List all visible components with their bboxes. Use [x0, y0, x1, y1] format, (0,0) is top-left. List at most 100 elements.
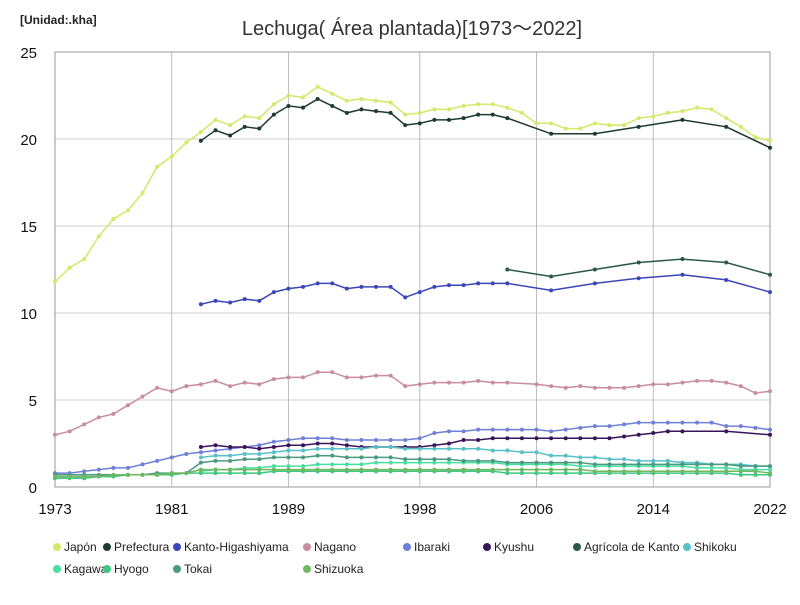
data-point [111, 472, 116, 477]
data-point [709, 420, 714, 425]
data-point [315, 281, 320, 286]
data-point [709, 462, 714, 467]
data-point [388, 284, 393, 289]
data-point [359, 375, 364, 380]
data-point [388, 467, 393, 472]
series-line [55, 470, 770, 480]
data-point [125, 208, 130, 213]
data-point [768, 389, 772, 394]
data-point [578, 126, 583, 131]
series-line [200, 273, 771, 306]
data-point [549, 471, 554, 476]
series-group [198, 429, 772, 451]
data-point [665, 469, 670, 474]
data-point [490, 436, 495, 441]
data-point [403, 467, 408, 472]
data-point [140, 472, 145, 477]
data-point [680, 380, 685, 385]
data-point [505, 380, 510, 385]
x-tick-label: 2006 [520, 501, 553, 518]
data-point [549, 460, 554, 465]
data-point [461, 283, 466, 288]
series-group [505, 257, 772, 279]
data-point [257, 451, 262, 456]
data-point [680, 420, 685, 425]
data-point [111, 411, 116, 416]
data-point [403, 112, 408, 117]
data-point [388, 444, 393, 449]
data-point [592, 424, 597, 429]
data-point [374, 460, 379, 465]
axes: 0 5 10 15 20 25 1973 1981 1989 1998 2006 2014 2022 [20, 45, 786, 518]
data-point [724, 116, 729, 121]
legend-item: Agrícola de Kanto [573, 540, 680, 554]
data-point [403, 438, 408, 443]
data-point [125, 472, 130, 477]
data-point [592, 462, 597, 467]
data-point [592, 121, 597, 126]
data-point [257, 446, 262, 451]
data-point [330, 441, 335, 446]
data-point [286, 93, 291, 98]
data-point [330, 370, 335, 375]
data-point [549, 121, 554, 126]
data-point [651, 469, 656, 474]
data-point [768, 467, 772, 472]
data-point [592, 131, 597, 136]
data-point [607, 385, 612, 390]
data-point [563, 436, 568, 441]
data-point [724, 380, 729, 385]
x-tick-label: 1973 [38, 501, 71, 518]
data-point [534, 121, 539, 126]
data-point [344, 455, 349, 460]
data-point [111, 217, 116, 222]
data-point [315, 96, 320, 101]
legend-label: Ibaraki [414, 540, 450, 554]
data-point [359, 438, 364, 443]
data-point [768, 138, 772, 143]
data-point [184, 451, 189, 456]
data-point [432, 446, 437, 451]
data-point [213, 458, 218, 463]
data-point [432, 380, 437, 385]
data-point [549, 131, 554, 136]
data-point [374, 373, 379, 378]
data-point [665, 420, 670, 425]
data-point [417, 290, 422, 295]
legend-marker [483, 543, 491, 551]
series-group [198, 272, 772, 307]
data-point [417, 457, 422, 462]
data-point [286, 103, 291, 108]
data-point [636, 420, 641, 425]
data-point [432, 117, 437, 122]
data-point [738, 464, 743, 469]
data-point [67, 429, 72, 434]
data-point [359, 446, 364, 451]
data-point [446, 446, 451, 451]
data-point [461, 446, 466, 451]
data-point [67, 474, 72, 479]
data-point [505, 460, 510, 465]
data-point [636, 469, 641, 474]
data-point [709, 469, 714, 474]
data-point [505, 436, 510, 441]
data-point [505, 281, 510, 286]
data-point [636, 260, 641, 265]
data-point [242, 444, 247, 449]
data-point [228, 458, 233, 463]
data-point [198, 460, 203, 465]
data-point [738, 384, 743, 389]
legend-label: Kyushu [494, 540, 534, 554]
data-point [403, 384, 408, 389]
legend-label: Tokai [184, 562, 212, 576]
data-point [374, 284, 379, 289]
data-point [359, 284, 364, 289]
data-point [607, 123, 612, 128]
data-point [403, 457, 408, 462]
data-point [213, 378, 218, 383]
data-point [490, 448, 495, 453]
data-point [257, 443, 262, 448]
legend-marker [173, 543, 181, 551]
data-point [301, 467, 306, 472]
data-point [695, 378, 700, 383]
